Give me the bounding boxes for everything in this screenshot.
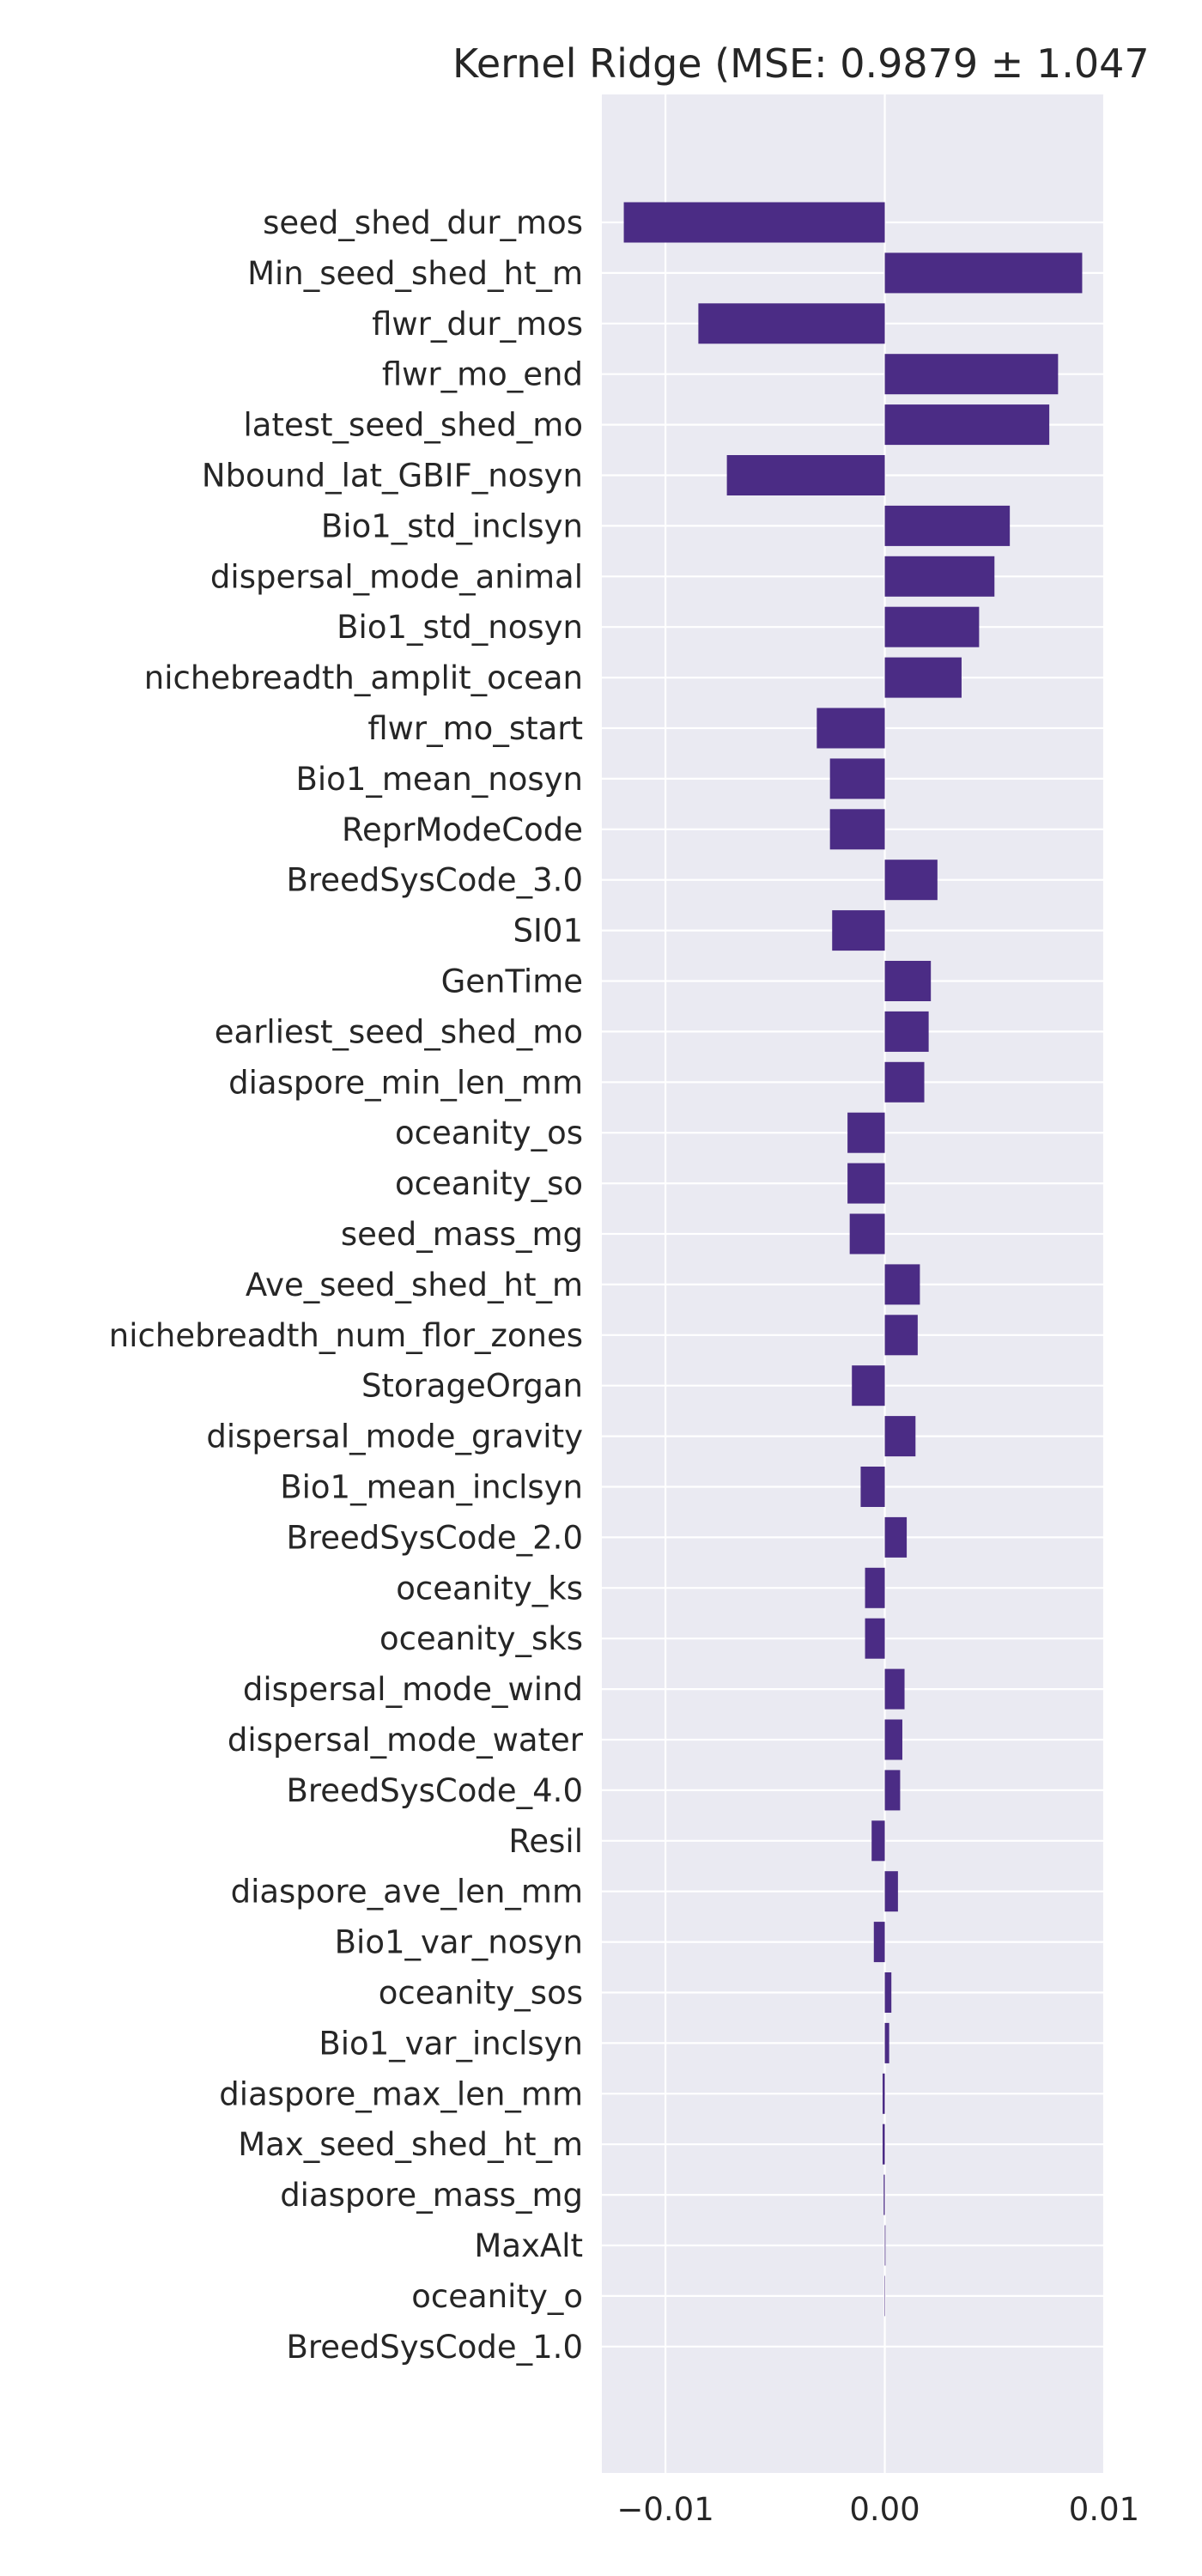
bar [623,202,885,243]
chart-title: Kernel Ridge (MSE: 0.9879 ± 1.047 [452,40,1150,87]
bar [884,1315,918,1356]
category-label: Nbound_lat_GBIF_nosyn [202,458,583,495]
bar [884,252,1083,294]
category-label: BreedSysCode_3.0 [286,862,583,899]
category-label: Bio1_var_inclsyn [319,2025,583,2062]
bar [884,2022,889,2063]
x-tick-label: 0.00 [849,2491,920,2528]
category-label: MaxAlt [474,2227,583,2264]
x-tick-label: 0.01 [1069,2491,1139,2528]
category-label: seed_shed_dur_mos [263,204,583,241]
category-label: Bio1_std_inclsyn [321,507,583,544]
category-label: oceanity_so [395,1165,583,1202]
category-label: dispersal_mode_water [228,1722,584,1759]
grid-lines [602,94,1106,2473]
bar [698,303,885,344]
bar [884,1416,916,1457]
bar [884,1264,920,1305]
category-label: SI01 [513,913,583,950]
bar [873,1922,885,1963]
y-tick-labels: seed_shed_dur_mos Min_seed_shed_ht_m flwr_… [109,204,584,2366]
bar [829,809,885,850]
category-label: seed_mass_mg [341,1216,583,1253]
category-label: oceanity_sos [379,1975,583,2012]
category-label: StorageOrgan [361,1368,583,1405]
category-label: dispersal_mode_animal [210,558,583,595]
bar [832,910,885,951]
category-label: earliest_seed_shed_mo [215,1013,583,1050]
bar [883,2174,885,2215]
category-label: oceanity_o [411,2278,583,2315]
bar [884,860,938,901]
category-label: Min_seed_shed_ht_m [247,255,583,292]
bar [865,1567,885,1608]
bar [884,505,1011,546]
bar [726,455,885,495]
category-label: Ave_seed_shed_ht_m [246,1267,583,1303]
category-label: flwr_mo_end [382,356,583,393]
bar [871,1820,885,1862]
bar [865,1618,885,1659]
bar [884,2275,885,2317]
category-label: dispersal_mode_wind [243,1671,583,1708]
category-label: BreedSysCode_4.0 [286,1772,583,1809]
category-label: Bio1_mean_nosyn [296,761,583,798]
category-label: Bio1_mean_inclsyn [280,1469,583,1506]
category-label: dispersal_mode_gravity [206,1419,583,1455]
bar [884,1871,898,1912]
category-label: nichebreadth_amplit_ocean [144,659,583,696]
bar [817,708,885,749]
x-tick-labels: −0.01 0.00 0.01 [616,2491,1139,2528]
category-label: diaspore_mass_mg [280,2177,583,2214]
bar [884,606,980,647]
bars [623,202,1083,2317]
bar [882,2073,885,2114]
category-label: Max_seed_shed_ht_m [238,2126,583,2163]
bar [884,1719,902,1760]
bar [860,1467,885,1507]
bar [884,1516,908,1558]
bar [884,961,932,1001]
bar [849,1213,885,1255]
bar [882,2123,885,2165]
category-label: BreedSysCode_1.0 [286,2329,583,2366]
category-label: diaspore_max_len_mm [219,2075,583,2112]
category-label: BreedSysCode_2.0 [286,1519,583,1556]
category-label: oceanity_sks [379,1620,583,1657]
category-label: Resil [508,1823,583,1860]
category-label: GenTime [441,963,583,1000]
category-label: diaspore_min_len_mm [228,1064,583,1101]
bar [884,556,995,597]
bar [852,1365,885,1406]
bar [884,354,1059,395]
category-label: diaspore_ave_len_mm [231,1874,583,1911]
category-label: flwr_mo_start [367,710,583,747]
bar [884,1770,901,1811]
bar [884,1011,929,1052]
bar [884,657,962,698]
bar [884,404,1050,446]
category-label: Bio1_var_nosyn [335,1924,583,1961]
bar [884,1972,892,2013]
category-label: oceanity_os [395,1115,583,1151]
bar [884,1061,925,1103]
category-label: flwr_dur_mos [372,306,583,343]
x-tick-label: −0.01 [616,2491,713,2528]
bar [847,1163,885,1204]
bar [884,2225,886,2266]
category-label: ReprModeCode [342,811,583,848]
bar [884,1668,905,1710]
category-label: oceanity_ks [396,1570,583,1607]
category-label: Bio1_std_nosyn [337,609,583,646]
category-label: latest_seed_shed_mo [244,407,583,444]
bar [847,1112,885,1153]
bar [829,758,885,799]
category-label: nichebreadth_num_flor_zones [109,1317,583,1354]
